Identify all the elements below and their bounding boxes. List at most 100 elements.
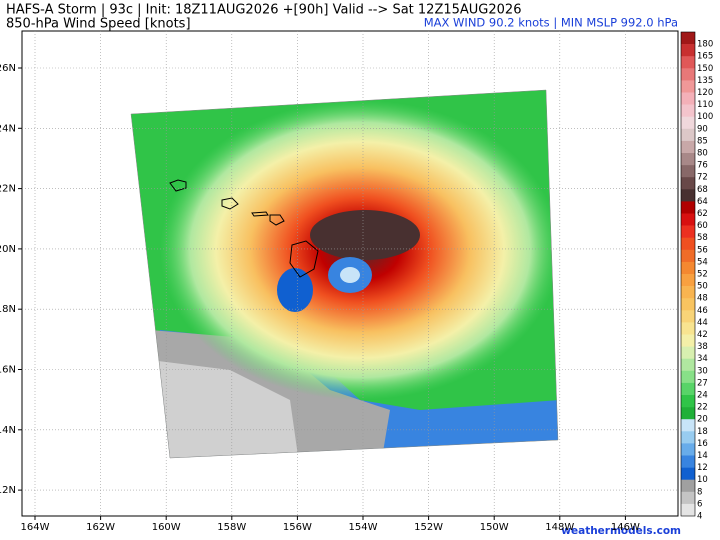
colorbar-label: 12	[697, 463, 708, 473]
colorbar-label: 58	[697, 233, 708, 243]
colorbar-label: 38	[697, 342, 708, 352]
colorbar-swatch	[681, 237, 695, 251]
colorbar-label: 22	[697, 403, 708, 413]
colorbar-label: 30	[697, 366, 708, 376]
title: HAFS-A Storm | 93c | Init: 18Z11AUG2026 …	[6, 3, 521, 18]
lat-label: 18N	[0, 304, 16, 315]
colorbar-swatch	[681, 104, 695, 117]
colorbar-swatch	[681, 467, 695, 480]
colorbar-label: 90	[697, 124, 708, 134]
colorbar-label: 135	[697, 76, 713, 86]
lat-label: 12N	[0, 485, 16, 496]
colorbar-label: 34	[697, 354, 708, 364]
colorbar-swatch	[681, 116, 695, 130]
lon-label: 146W	[611, 522, 640, 533]
colorbar-label: 56	[697, 245, 708, 255]
colorbar-label: 120	[697, 88, 713, 98]
colorbar-swatch	[681, 165, 695, 178]
lon-label: 164W	[21, 522, 50, 533]
colorbar-label: 68	[697, 185, 708, 195]
colorbar-label: 27	[697, 378, 708, 388]
colorbar-label: 50	[697, 282, 708, 292]
colorbar-label: 10	[697, 475, 708, 485]
colorbar-swatch	[681, 140, 695, 154]
lon-label: 148W	[545, 522, 574, 533]
colorbar-label: 85	[697, 136, 708, 146]
colorbar-swatch	[681, 153, 695, 166]
colorbar-swatch	[681, 177, 695, 190]
colorbar-swatch	[681, 249, 695, 263]
colorbar-label: 80	[697, 149, 708, 159]
colorbar-label: 14	[697, 451, 708, 461]
colorbar-swatch	[681, 56, 695, 69]
lon-label: 154W	[349, 522, 378, 533]
colorbar-label: 8	[697, 487, 702, 497]
colorbar-swatch	[681, 128, 695, 142]
colorbar-label: 20	[697, 415, 708, 425]
lon-label: 158W	[217, 522, 246, 533]
lon-label: 152W	[414, 522, 443, 533]
colorbar-label: 54	[697, 257, 708, 267]
colorbar-label: 165	[697, 52, 713, 62]
colorbar-swatch	[681, 395, 695, 408]
colorbar-swatch	[681, 298, 695, 311]
colorbar-swatch	[681, 274, 695, 287]
colorbar-swatch	[681, 32, 695, 45]
colorbar-label: 52	[697, 270, 708, 280]
colorbar-swatch	[681, 261, 695, 275]
colorbar-swatch	[681, 286, 695, 299]
watermark: weathermodels.com	[561, 525, 681, 537]
colorbar-label: 44	[697, 318, 708, 328]
lat-label: 20N	[0, 244, 16, 255]
colorbar-swatch	[681, 310, 695, 323]
lon-label: 162W	[86, 522, 115, 533]
lat-label: 26N	[0, 63, 16, 74]
domain-edge	[130, 89, 559, 459]
colorbar-label: 24	[697, 391, 708, 401]
colorbar-label: 46	[697, 306, 708, 316]
colorbar-swatch	[681, 92, 695, 105]
colorbar-swatch	[681, 503, 695, 517]
colorbar-label: 60	[697, 221, 708, 231]
wind-field	[131, 90, 558, 458]
colorbar-swatch	[681, 407, 695, 420]
colorbar-swatch	[681, 334, 695, 347]
lon-label: 150W	[480, 522, 509, 533]
colorbar-swatch	[681, 382, 695, 396]
colorbar-swatch	[681, 455, 695, 468]
colorbar-swatch	[681, 346, 695, 359]
colorbar-label: 62	[697, 209, 708, 219]
lat-label: 14N	[0, 425, 16, 436]
colorbar-swatch	[681, 491, 695, 505]
colorbar-frame	[680, 31, 696, 517]
lat-label: 24N	[0, 123, 16, 134]
coastlines	[169, 179, 319, 278]
colorbar-swatch	[681, 189, 695, 202]
colorbar-swatch	[681, 443, 695, 456]
colorbar-label: 64	[697, 197, 708, 207]
colorbar-swatch	[681, 479, 695, 493]
colorbar-label: 42	[697, 330, 708, 340]
colorbar-swatch	[681, 322, 695, 335]
colorbar-label: 150	[697, 64, 713, 74]
colorbar-swatch	[681, 419, 695, 432]
colorbar-label: 76	[697, 161, 708, 171]
subtitle: 850-hPa Wind Speed [knots]	[6, 17, 191, 32]
colorbar-label: 18	[697, 427, 708, 437]
colorbar-swatch	[681, 80, 695, 93]
lon-label: 160W	[152, 522, 181, 533]
colorbar-label: 16	[697, 439, 708, 449]
colorbar-swatch	[681, 68, 695, 81]
colorbar-label: 100	[697, 112, 713, 122]
stats: MAX WIND 90.2 knots | MIN MSLP 992.0 hPa	[424, 16, 678, 30]
colorbar-swatch	[681, 358, 695, 372]
lon-label: 156W	[283, 522, 312, 533]
colorbar-swatch	[681, 44, 695, 57]
colorbar-swatch	[681, 225, 695, 238]
lat-label: 16N	[0, 365, 16, 376]
colorbar-swatch	[681, 370, 695, 384]
colorbar-swatch	[681, 213, 695, 226]
colorbar-label: 72	[697, 173, 708, 183]
colorbar-swatch	[681, 201, 695, 214]
